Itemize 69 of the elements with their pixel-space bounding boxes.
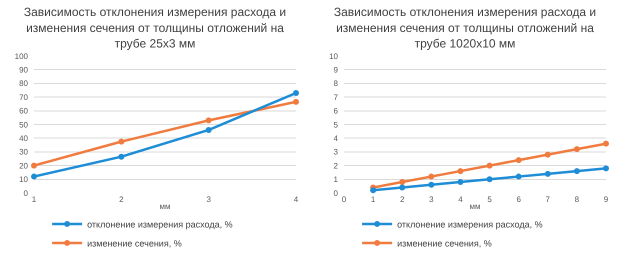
y-tick-label: 20 bbox=[19, 161, 29, 170]
x-tick-label: 4 bbox=[294, 195, 299, 204]
point bbox=[574, 168, 580, 174]
point bbox=[544, 170, 551, 177]
x-tick-label: 8 bbox=[574, 195, 580, 204]
point bbox=[457, 168, 464, 174]
x-tick-label: 4 bbox=[458, 195, 464, 204]
point bbox=[516, 174, 522, 180]
point bbox=[206, 117, 212, 124]
x-tick-label: 5 bbox=[487, 195, 492, 204]
y-tick-label: 90 bbox=[19, 66, 29, 74]
legend-label: изменение сечения, % bbox=[397, 238, 492, 248]
x-tick-label: 1 bbox=[32, 195, 37, 204]
point bbox=[399, 184, 406, 191]
point bbox=[370, 187, 376, 194]
point bbox=[206, 126, 212, 133]
y-tick-label: 70 bbox=[19, 92, 29, 102]
point bbox=[603, 165, 609, 172]
y-tick-label: 0 bbox=[334, 188, 339, 198]
y-tick-label: 10 bbox=[329, 52, 339, 61]
x-tick-label: 2 bbox=[400, 195, 405, 204]
point bbox=[293, 98, 299, 105]
y-tick-label: 10 bbox=[19, 175, 29, 184]
y-tick-label: 30 bbox=[19, 148, 29, 157]
y-tick-label: 7 bbox=[334, 92, 339, 102]
point bbox=[544, 152, 551, 158]
y-tick-label: 6 bbox=[334, 106, 339, 116]
y-tick-label: 0 bbox=[24, 188, 29, 198]
y-tick-label: 9 bbox=[334, 66, 339, 74]
x-tick-label: 3 bbox=[429, 195, 434, 204]
x-axis-title: мм bbox=[160, 202, 170, 212]
x-tick-label: 3 bbox=[206, 195, 212, 204]
y-tick-label: 4 bbox=[334, 134, 339, 143]
x-tick-label: 1 bbox=[370, 195, 376, 204]
y-tick-label: 5 bbox=[334, 120, 339, 130]
point bbox=[118, 154, 124, 160]
point bbox=[574, 146, 580, 152]
x-tick-label: 9 bbox=[604, 195, 609, 204]
point bbox=[31, 174, 37, 180]
legend-label: изменение сечения, % bbox=[87, 238, 182, 248]
point bbox=[31, 162, 37, 169]
x-tick-label: 6 bbox=[516, 195, 522, 204]
legend-label: отклонение измерения расхода, % bbox=[397, 219, 543, 230]
point bbox=[603, 140, 609, 147]
y-tick-label: 80 bbox=[19, 79, 29, 88]
point bbox=[293, 90, 299, 96]
point bbox=[486, 162, 493, 169]
point bbox=[457, 179, 464, 186]
x-tick-label: 7 bbox=[546, 195, 551, 204]
y-tick-label: 2 bbox=[334, 161, 339, 170]
x-tick-label: 2 bbox=[119, 195, 124, 204]
chart-title: Зависимость отклонения измерения расхода и изменения сечения от толщины отложений на трубе 25x3 мм bbox=[24, 5, 286, 50]
y-tick-label: 40 bbox=[19, 134, 29, 143]
y-tick-label: 8 bbox=[334, 79, 339, 88]
point bbox=[428, 182, 434, 188]
y-tick-label: 3 bbox=[334, 148, 339, 157]
legend-label: отклонение измерения расхода, % bbox=[87, 219, 233, 230]
y-tick-label: 50 bbox=[19, 120, 29, 130]
point bbox=[486, 176, 493, 182]
point bbox=[428, 174, 434, 180]
x-tick-label: 0 bbox=[342, 195, 347, 204]
point bbox=[399, 179, 406, 186]
y-tick-label: 1 bbox=[334, 175, 339, 184]
chart-title: Зависимость отклонения измерения расхода и изменения сечения от толщины отложений на трубе 1020x10 мм bbox=[334, 5, 596, 50]
point bbox=[516, 157, 522, 164]
y-tick-label: 60 bbox=[19, 106, 29, 116]
y-tick-label: 100 bbox=[14, 52, 29, 61]
point bbox=[118, 138, 124, 145]
x-axis-title: мм bbox=[470, 202, 480, 212]
